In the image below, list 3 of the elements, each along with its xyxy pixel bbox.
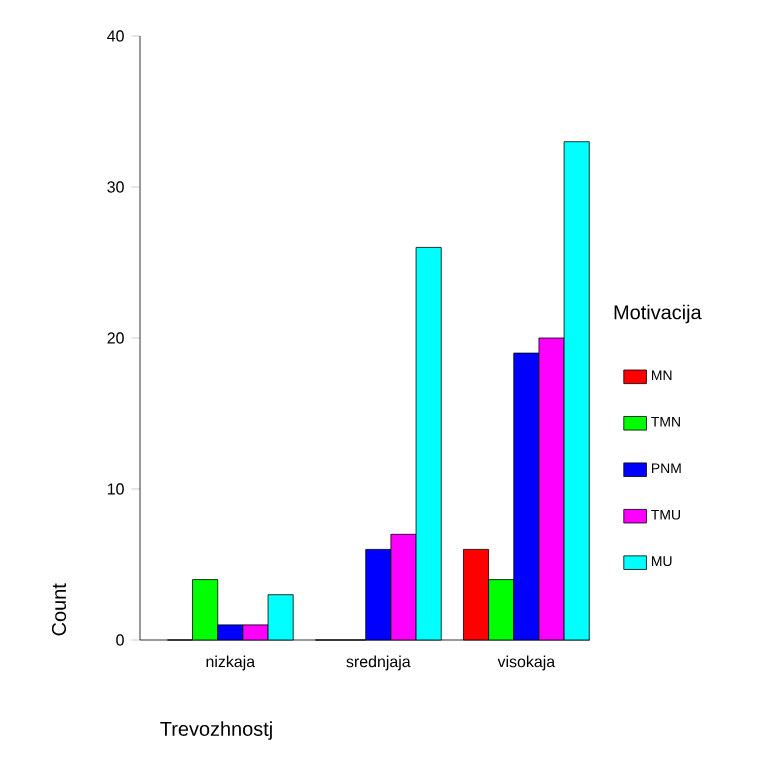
y-axis-title: Count	[51, 583, 67, 636]
x-axis-title: Trevozhnostj	[160, 721, 272, 740]
legend-title: Motivacija	[614, 304, 702, 324]
